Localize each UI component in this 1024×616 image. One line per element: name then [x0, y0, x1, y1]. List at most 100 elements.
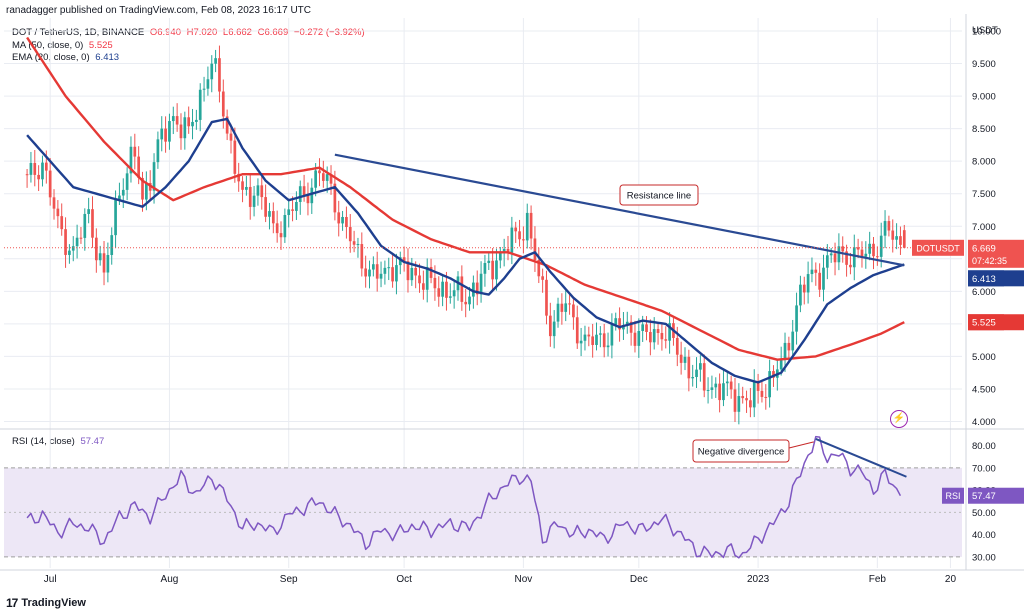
candle-body — [360, 244, 364, 269]
candle-body — [525, 212, 529, 241]
price-tick-label: 4.500 — [972, 384, 996, 395]
candle-body — [791, 331, 795, 351]
candle-body — [756, 381, 760, 391]
candle-body — [849, 264, 852, 268]
candle-body — [171, 116, 175, 122]
candle-body — [406, 261, 410, 281]
candle-body — [772, 371, 775, 378]
candle-body — [448, 296, 452, 298]
candle-body — [725, 381, 729, 384]
candle-body — [91, 209, 94, 238]
candle-body — [102, 253, 106, 273]
candle-body — [114, 199, 117, 236]
candle-body — [98, 253, 102, 261]
candle-body — [552, 321, 556, 337]
time-tick-label: Nov — [514, 574, 532, 585]
time-tick-label: Aug — [161, 574, 179, 585]
time-tick-label: Dec — [630, 574, 648, 585]
candle-body — [741, 396, 745, 399]
candle-body — [398, 257, 402, 266]
candle-body — [345, 216, 348, 228]
candle-body — [595, 334, 598, 345]
candle-body — [175, 116, 179, 125]
price-tick-label: 9.000 — [972, 92, 996, 103]
candle-body — [722, 383, 725, 401]
candle-body — [306, 195, 310, 204]
candle-body — [368, 269, 371, 277]
candle-body — [214, 58, 217, 64]
candle-body — [891, 230, 895, 240]
candle-body — [591, 336, 594, 345]
candle-body — [295, 201, 298, 211]
rsi-tag-value-bg — [968, 487, 1024, 504]
lightning-icon[interactable]: ⚡ — [890, 410, 908, 428]
candle-body — [852, 247, 856, 268]
candle-body — [460, 276, 464, 302]
candle-body — [541, 276, 544, 280]
candle-body — [810, 269, 814, 275]
candle-body — [822, 267, 825, 290]
time-tick-label: Sep — [280, 574, 298, 585]
rsi-tag-label-bg — [942, 487, 964, 504]
candle-body — [706, 389, 710, 391]
time-tick-label: Jul — [44, 574, 57, 585]
candle-body — [560, 303, 564, 312]
candle-body — [179, 124, 183, 139]
rsi-legend[interactable]: RSI (14, close) 57.47 — [12, 436, 104, 447]
ma-legend[interactable]: MA (50, close, 0) 5.525 — [12, 40, 113, 51]
candle-body — [445, 281, 448, 298]
candle-body — [341, 216, 344, 224]
rsi-tick-label: 80.00 — [972, 441, 996, 452]
candle-body — [818, 272, 821, 290]
ma50-line — [26, 36, 905, 361]
candle-body — [729, 381, 733, 390]
candle-body — [133, 146, 137, 157]
candle-body — [210, 63, 214, 80]
candle-body — [364, 268, 368, 277]
candle-body — [587, 334, 591, 337]
tradingview-footer: 17 TradingView — [6, 596, 86, 610]
candle-body — [760, 390, 764, 397]
ema-legend[interactable]: EMA (20, close, 0) 6.413 — [12, 52, 119, 63]
currency-label: USDT — [972, 25, 998, 36]
candle-body — [25, 174, 29, 176]
time-tick-label: Feb — [869, 574, 887, 585]
candle-body — [48, 170, 52, 198]
candle-body — [652, 329, 656, 343]
resistance-trendline — [334, 153, 905, 267]
candle-body — [495, 260, 498, 280]
candle-body — [302, 186, 306, 196]
candle-body — [487, 260, 491, 264]
ema-legend-value: 6.413 — [95, 52, 120, 63]
symbol-title[interactable]: DOT / TetherUS, 1D, BINANCE — [12, 27, 145, 38]
candle-body — [79, 237, 83, 239]
candle-body — [418, 275, 421, 284]
divergence-callout-label: Negative divergence — [698, 447, 785, 458]
price-tick-label: 9.500 — [972, 59, 996, 70]
candle-body — [683, 356, 687, 363]
candle-body — [325, 174, 329, 181]
candle-body — [514, 227, 518, 232]
divergence-trendline — [815, 437, 907, 478]
candle-body — [498, 253, 502, 261]
candle-body — [321, 173, 325, 181]
candle-body — [33, 162, 37, 175]
candle-body — [383, 267, 387, 274]
candle-body — [422, 283, 425, 290]
candle-body — [806, 274, 810, 293]
candle-body — [879, 235, 883, 257]
candle-body — [118, 195, 121, 200]
candle-body — [814, 269, 818, 273]
last-price-tag-label-bg — [912, 239, 964, 256]
candle-body — [737, 396, 741, 412]
price-tick-label: 8.000 — [972, 157, 996, 168]
last-price-tag-label: DOTUSDT — [916, 243, 960, 253]
candle-body — [356, 244, 360, 246]
candle-body — [645, 324, 648, 332]
candle-body — [702, 363, 706, 391]
candle-body — [556, 303, 560, 322]
candle-body — [575, 317, 579, 344]
candle-body — [387, 267, 391, 269]
ohlc-open: O6.940 — [149, 27, 181, 38]
